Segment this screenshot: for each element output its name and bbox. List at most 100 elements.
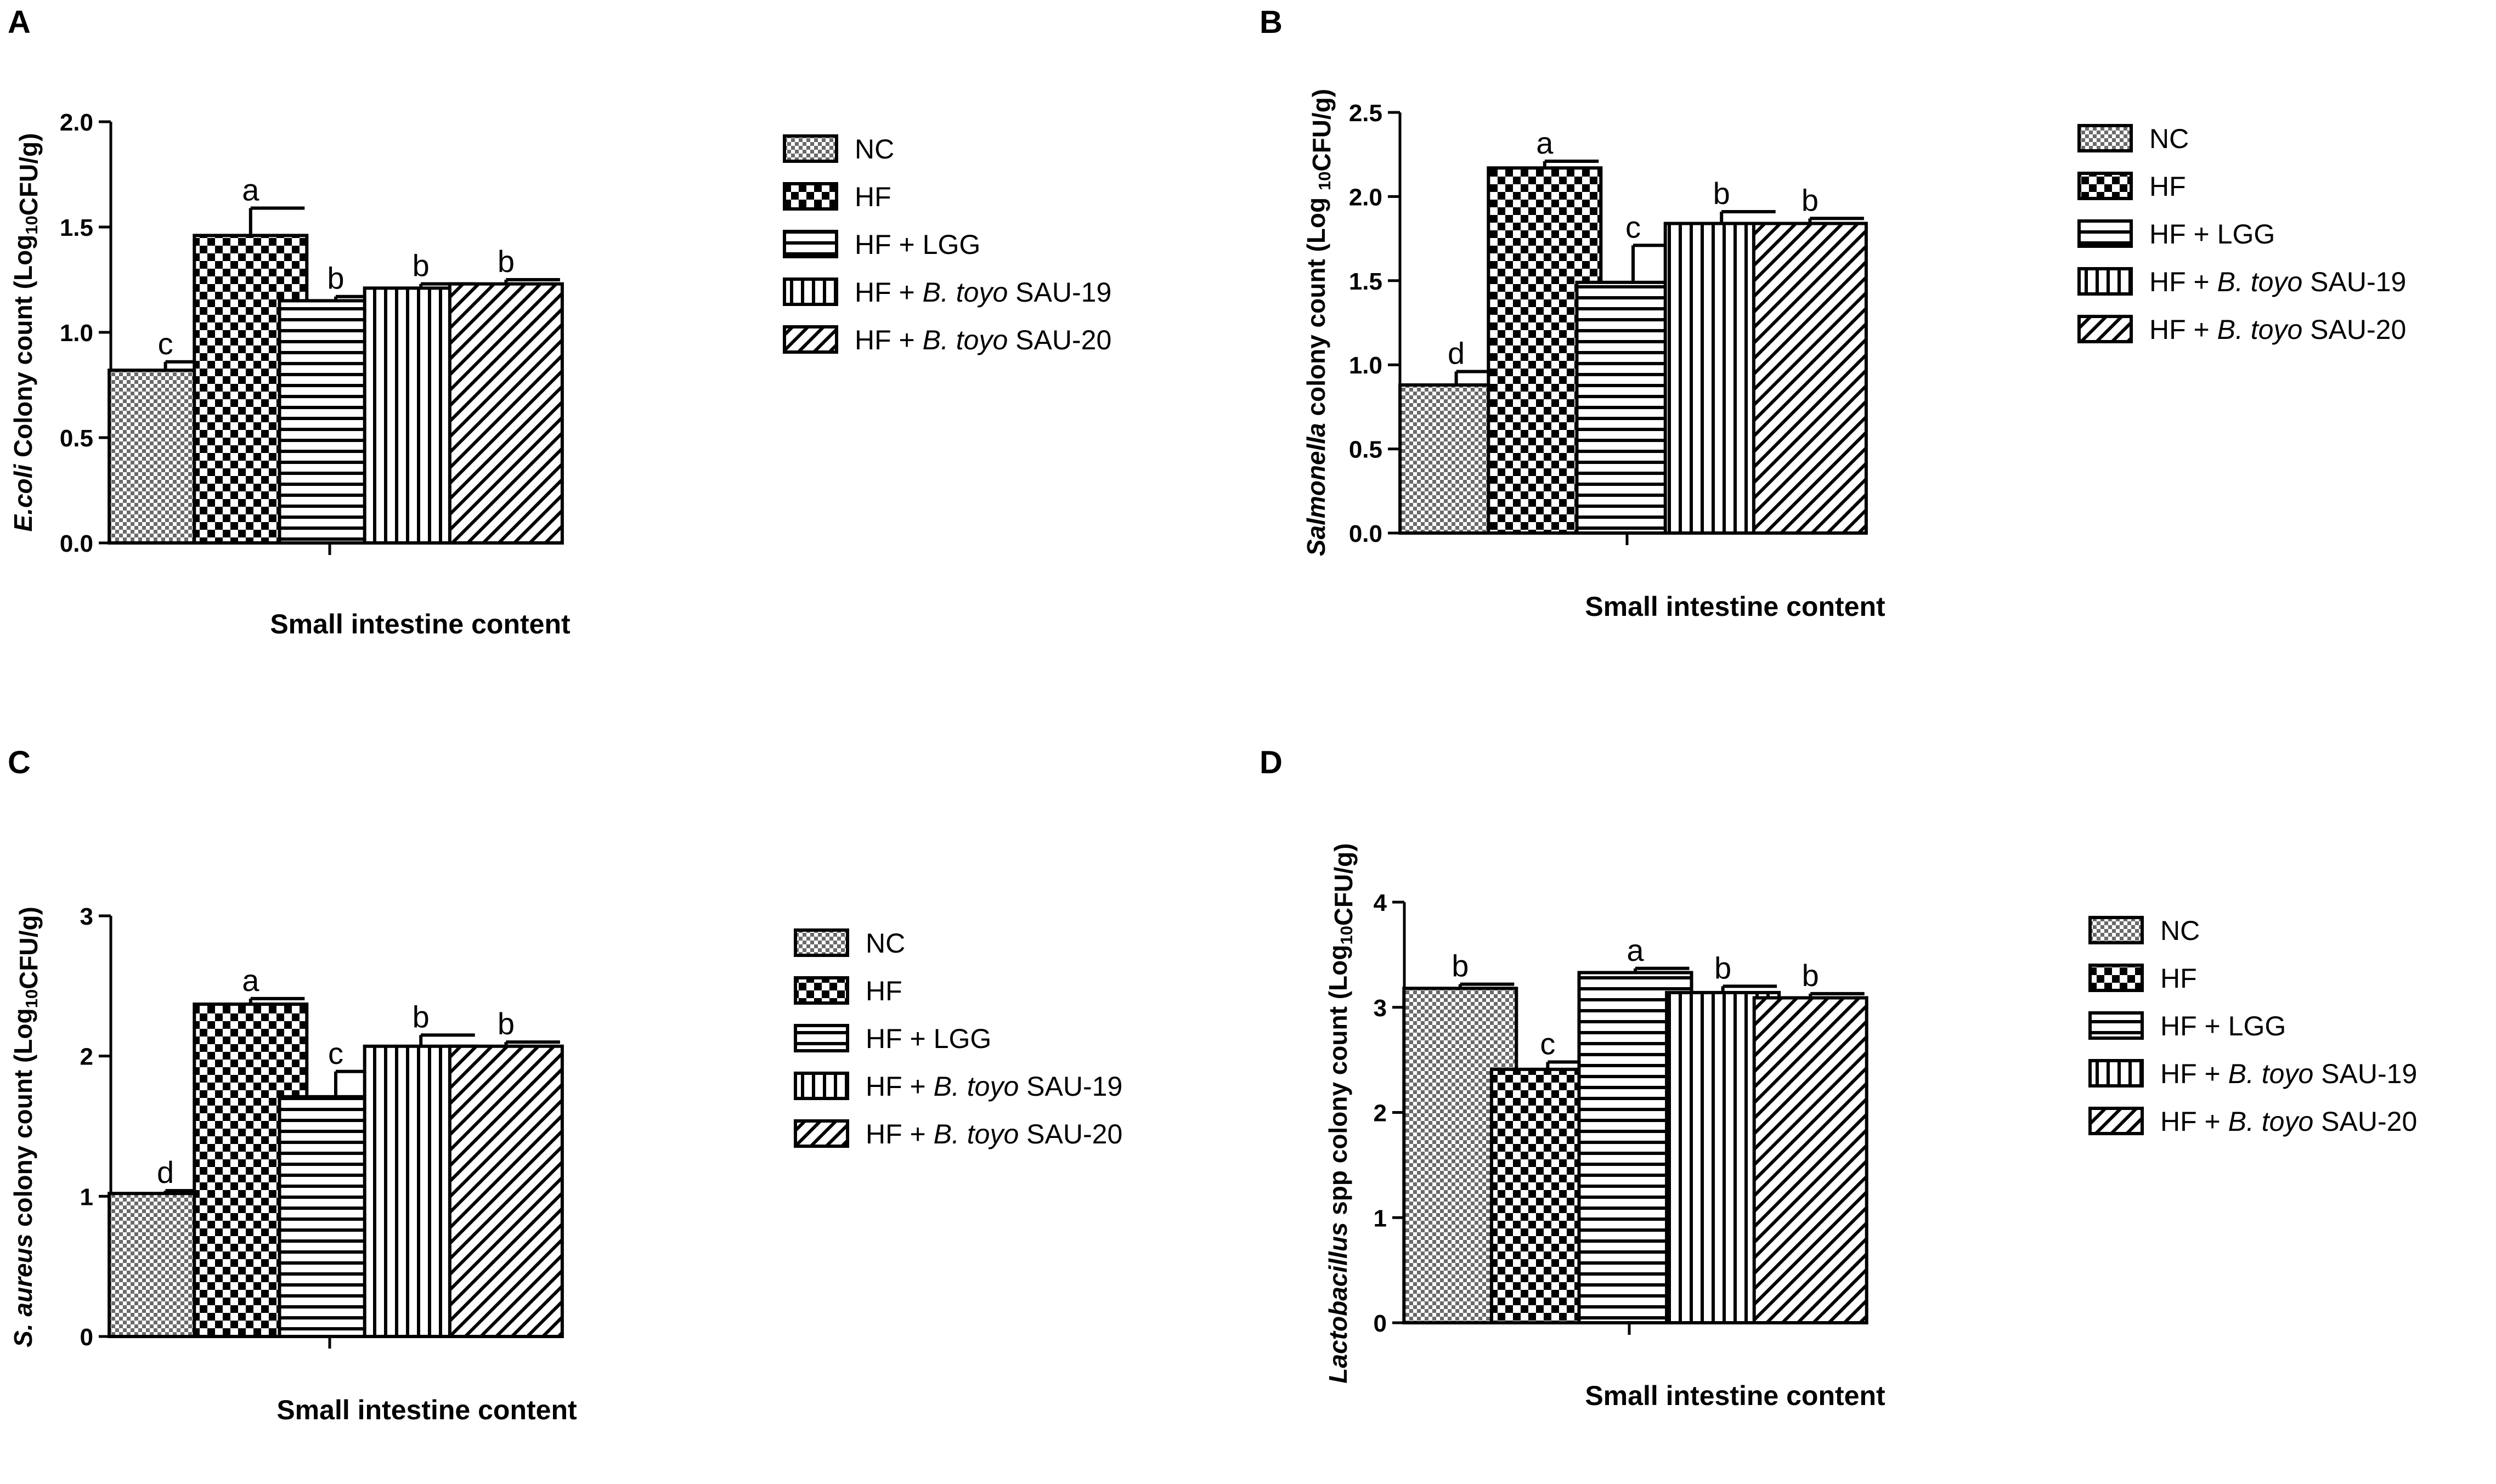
legend-label: HF: [2149, 171, 2186, 202]
legend-label: NC: [866, 928, 905, 959]
legend-label: HF + B. toyo SAU-19: [866, 1071, 1122, 1102]
y-axis-label: Lactobacillus spp colony count (Log10CFU…: [1324, 843, 1358, 1383]
y-tick-label: 1: [80, 1183, 93, 1210]
legend-label: HF + LGG: [855, 229, 980, 260]
panels-layer: A 0.0 0.5 1.0 1.5 2.0 c a b b b E.coli Colony count…: [8, 4, 2417, 1425]
legend-swatch: [794, 1024, 849, 1052]
legend-swatch: [2088, 1011, 2144, 1040]
legend: NC HF HF + LGG HF + B. toyo SAU-19 HF + B. t…: [794, 928, 1122, 1149]
legend-swatch: [783, 325, 838, 354]
legend-label: HF + B. toyo SAU-20: [855, 325, 1111, 355]
significance-letter: d: [157, 1155, 174, 1190]
legend-swatch: [2077, 219, 2133, 248]
legend-label: HF + B. toyo SAU-19: [2160, 1058, 2417, 1089]
significance-letter: a: [1536, 126, 1554, 160]
y-tick-label: 1.5: [60, 214, 93, 241]
legend-label: HF + B. toyo SAU-19: [855, 277, 1111, 308]
bar-5: [1752, 996, 1868, 1325]
panel-label: A: [8, 4, 31, 40]
y-axis-label: Salmonella colony count (Log 10CFU/g): [1302, 89, 1336, 556]
panel-a: A 0.0 0.5 1.0 1.5 2.0 c a b b b E.coli Colony count…: [8, 4, 1111, 639]
significance-letter: a: [1627, 933, 1644, 967]
y-tick-label: 0.0: [1349, 520, 1382, 547]
legend-label: NC: [855, 134, 894, 165]
legend-label: NC: [2149, 123, 2189, 154]
significance-letter: b: [413, 248, 430, 283]
y-tick-label: 0: [80, 1324, 93, 1351]
significance-letter: c: [328, 1036, 343, 1070]
significance-letter: a: [242, 172, 259, 207]
x-axis-label: Small intestine content: [276, 1395, 577, 1425]
significance-letter: b: [327, 261, 344, 296]
bar-5: [448, 1044, 564, 1338]
legend-swatch: [794, 1119, 849, 1148]
y-tick-label: 2.0: [60, 109, 93, 136]
legend-swatch: [2077, 124, 2133, 152]
y-tick-label: 1: [1374, 1205, 1387, 1232]
y-tick-label: 0: [1374, 1310, 1387, 1337]
y-tick-label: 0.0: [60, 530, 93, 557]
significance-letter: b: [498, 244, 515, 279]
significance-letter: c: [1625, 209, 1641, 244]
legend: NC HF HF + LGG HF + B. toyo SAU-19 HF + B. t…: [783, 134, 1111, 355]
x-axis-label: Small intestine content: [1585, 1380, 1885, 1411]
significance-letter: a: [242, 963, 259, 998]
bar-5: [448, 282, 564, 545]
legend-label: HF + B. toyo SAU-20: [2160, 1106, 2417, 1137]
panel-b: B 0.0 0.5 1.0 1.5 2.0 2.5 d a c b b Salmonella colon…: [1260, 4, 2406, 622]
significance-letter: c: [158, 326, 173, 361]
y-tick-label: 1.0: [1349, 352, 1382, 379]
x-axis-label: Small intestine content: [270, 609, 571, 639]
y-tick-label: 2.5: [1349, 100, 1382, 127]
legend-swatch: [783, 277, 838, 306]
y-tick-label: 1.5: [1349, 268, 1382, 295]
legend: NC HF HF + LGG HF + B. toyo SAU-19 HF + B. t…: [2077, 123, 2406, 345]
legend-swatch: [2077, 267, 2133, 296]
panel-c: C 0 1 2 3 d a c b b S. aureus colony count (Log10C…: [8, 745, 1122, 1425]
y-tick-label: 2: [1374, 1100, 1387, 1127]
legend-label: NC: [2160, 915, 2200, 946]
x-axis-label: Small intestine content: [1585, 591, 1885, 622]
panel-d: D 0 1 2 3 4 b c a b b Lactobacillus spp colony coun…: [1260, 745, 2417, 1411]
y-axis-label: S. aureus colony count (Log10CFU/g): [9, 907, 43, 1347]
significance-letter: c: [1540, 1026, 1555, 1061]
y-tick-label: 2.0: [1349, 184, 1382, 211]
panel-label: D: [1260, 745, 1283, 780]
significance-letter: b: [1802, 958, 1819, 993]
legend-swatch: [2077, 315, 2133, 343]
y-axis-label: E.coli Colony count (Log10CFU/g): [9, 133, 43, 532]
legend: NC HF HF + LGG HF + B. toyo SAU-19 HF + B. t…: [2088, 915, 2417, 1137]
legend-swatch: [783, 134, 838, 163]
panel-label: B: [1260, 4, 1283, 40]
legend-swatch: [794, 1072, 849, 1100]
legend-swatch: [783, 182, 838, 211]
legend-swatch: [2088, 916, 2144, 944]
y-tick-label: 0.5: [1349, 437, 1382, 463]
y-tick-label: 2: [80, 1044, 93, 1070]
legend-swatch: [794, 976, 849, 1005]
legend-swatch: [2077, 172, 2133, 200]
significance-letter: b: [1713, 176, 1730, 211]
legend-label: HF: [866, 976, 902, 1006]
significance-letter: b: [498, 1006, 515, 1041]
significance-letter: b: [1452, 949, 1469, 983]
significance-letter: d: [1448, 336, 1465, 370]
y-tick-label: 3: [80, 903, 93, 930]
y-tick-label: 4: [1374, 890, 1387, 916]
y-tick-label: 3: [1374, 995, 1387, 1022]
legend-label: HF: [855, 182, 891, 212]
legend-swatch: [794, 928, 849, 957]
legend-label: HF: [2160, 963, 2197, 994]
legend-swatch: [2088, 1107, 2144, 1135]
legend-swatch: [2088, 1059, 2144, 1087]
legend-label: HF + B. toyo SAU-19: [2149, 267, 2406, 297]
legend-swatch: [2088, 964, 2144, 992]
significance-letter: b: [1714, 950, 1731, 985]
bar-5: [1752, 222, 1868, 535]
legend-label: HF + B. toyo SAU-20: [2149, 314, 2406, 345]
significance-letter: b: [1802, 183, 1819, 217]
legend-label: HF + LGG: [2149, 219, 2275, 250]
legend-label: HF + LGG: [866, 1023, 991, 1054]
legend-label: HF + LGG: [2160, 1011, 2286, 1041]
